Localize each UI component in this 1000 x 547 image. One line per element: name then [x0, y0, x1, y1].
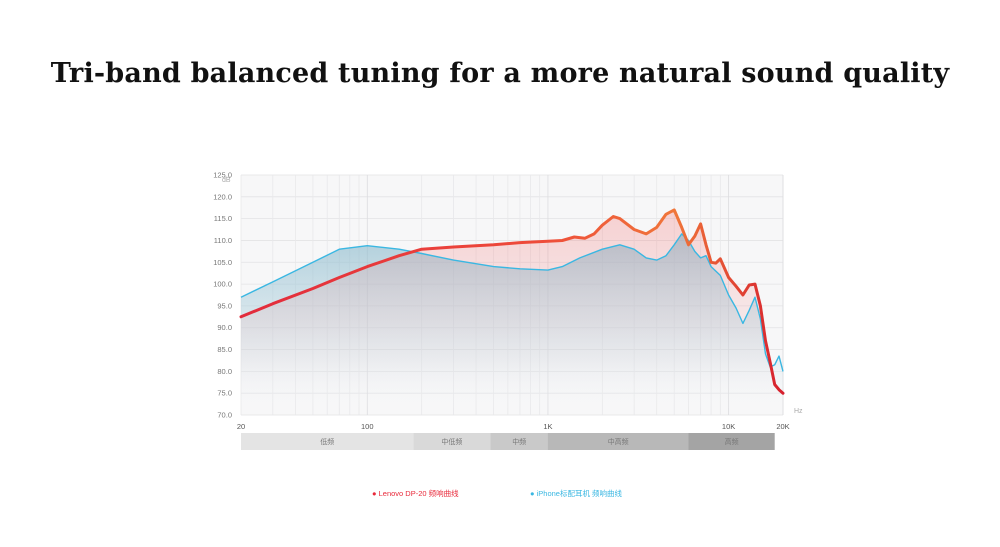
y-tick-label: 120.0 — [213, 192, 232, 201]
x-tick-label: 10K — [722, 422, 735, 431]
x-tick-label: 100 — [361, 422, 374, 431]
y-tick-label: 85.0 — [217, 345, 232, 354]
band-label: 中低频 — [441, 437, 462, 446]
legend-entry: ● Lenovo DP-20 频响曲线 — [372, 488, 459, 498]
y-tick-label: 115.0 — [214, 214, 232, 223]
band-label: 低频 — [320, 437, 334, 446]
y-tick-label: 100.0 — [213, 280, 232, 289]
y-tick-label: 110.0 — [214, 236, 232, 245]
x-tick-label: 20 — [237, 422, 245, 431]
frequency-response-chart: dB Hz 70.075.080.085.090.095.0100.0105.0… — [0, 0, 1000, 547]
y-tick-label: 105.0 — [213, 258, 232, 267]
y-tick-label: 80.0 — [217, 367, 232, 376]
x-axis-unit-label: Hz — [794, 408, 803, 415]
legend-entry: ● iPhone标配耳机 频响曲线 — [530, 488, 623, 498]
band-label: 中频 — [512, 437, 526, 446]
band-label: 高频 — [725, 437, 739, 446]
chart-legend: ● Lenovo DP-20 频响曲线 ● iPhone标配耳机 频响曲线 — [372, 488, 623, 498]
y-tick-label: 70.0 — [217, 411, 232, 420]
y-tick-label: 125.0 — [213, 171, 232, 180]
x-tick-label: 1K — [543, 422, 552, 431]
band-label: 中高频 — [608, 437, 629, 446]
x-tick-label: 20K — [776, 422, 789, 431]
y-tick-label: 95.0 — [217, 301, 232, 310]
y-tick-label: 90.0 — [217, 323, 232, 332]
frequency-bands: 低频 中低频 中频 中高频 高频 — [241, 433, 775, 450]
y-tick-label: 75.0 — [217, 389, 232, 398]
